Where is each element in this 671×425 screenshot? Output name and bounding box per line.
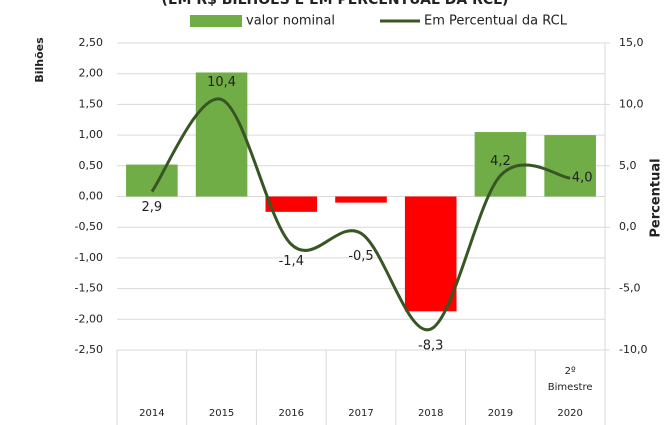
data-label: -1,4: [279, 254, 304, 269]
y-tick-label: -0,50: [75, 220, 103, 233]
y2-tick-label: -10,0: [619, 343, 647, 356]
y-tick-label: 2,50: [79, 36, 104, 49]
x-tick-label: 2015: [209, 408, 234, 419]
bar: [335, 196, 387, 203]
category-annotation: 2º: [565, 366, 576, 377]
legend-label: valor nominal: [246, 14, 335, 29]
y-tick-label: -1,50: [75, 282, 103, 295]
y-tick-label: 1,50: [79, 97, 104, 110]
y2-tick-label: 15,0: [619, 36, 644, 49]
x-tick-label: 2019: [488, 408, 513, 419]
bar: [404, 196, 457, 312]
y-tick-label: -2,00: [75, 312, 103, 325]
legend-label: Em Percentual da RCL: [424, 14, 568, 29]
data-label: -8,3: [418, 339, 443, 354]
y-tick-label: 1,00: [79, 128, 104, 141]
x-tick-label: 2016: [279, 408, 304, 419]
bar: [265, 196, 318, 212]
x-tick-label: 2018: [418, 408, 443, 419]
y2-tick-label: -5,0: [619, 282, 640, 295]
data-label: 10,4: [207, 75, 236, 90]
y2-axis-label: Percentual: [649, 158, 664, 237]
data-label: 2,9: [142, 200, 163, 215]
data-label: -0,5: [348, 249, 373, 264]
data-label: 4,0: [572, 171, 593, 186]
x-tick-label: 2017: [348, 408, 373, 419]
y2-tick-label: 0,0: [619, 220, 637, 233]
bar: [195, 72, 248, 197]
y-tick-label: 0,50: [79, 159, 104, 172]
bar: [126, 164, 178, 197]
x-tick-label: 2014: [139, 408, 164, 419]
bar: [544, 135, 596, 197]
y-tick-label: -2,50: [75, 343, 103, 356]
chart-title: (EM R$ BILHÕES E EM PERCENTUAL DA RCL): [162, 0, 509, 8]
y-tick-label: -1,00: [75, 251, 103, 264]
y2-tick-label: 5,0: [619, 159, 637, 172]
data-label: 4,2: [490, 154, 511, 169]
category-annotation: Bimestre: [548, 382, 593, 393]
x-tick-label: 2020: [557, 408, 582, 419]
y-tick-label: 2,00: [79, 67, 104, 80]
y-axis-label: Bilhões: [33, 37, 46, 83]
y2-tick-label: 10,0: [619, 97, 644, 110]
y-tick-label: 0,00: [79, 190, 104, 203]
line: [150, 97, 571, 332]
legend-swatch: [190, 15, 242, 27]
